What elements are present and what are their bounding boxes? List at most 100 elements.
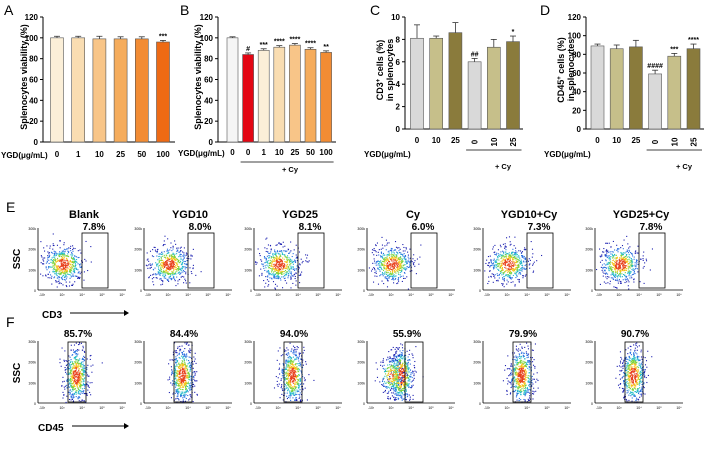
event-dot — [264, 265, 266, 267]
event-dots — [59, 342, 103, 403]
event-dot — [293, 378, 295, 380]
event-dot — [173, 255, 175, 257]
event-dot — [390, 247, 392, 250]
event-dot — [190, 378, 192, 380]
event-dot — [636, 263, 638, 265]
event-dot — [273, 265, 275, 267]
event-dot — [507, 271, 509, 273]
event-dot — [500, 262, 502, 264]
event-dot — [68, 261, 70, 263]
event-dot — [175, 362, 177, 364]
event-dot — [193, 378, 195, 380]
event-dot — [383, 263, 385, 265]
event-dot — [82, 375, 84, 377]
event-dot — [390, 268, 393, 271]
event-dot — [505, 267, 507, 269]
event-dot — [171, 272, 173, 274]
event-dot — [299, 378, 301, 380]
event-dot — [71, 363, 73, 366]
event-dot — [175, 352, 177, 354]
event-dot — [532, 270, 535, 272]
event-dot — [619, 266, 621, 268]
event-dot — [269, 245, 272, 247]
event-dot — [66, 380, 68, 382]
event-dot — [280, 355, 282, 357]
event-dot — [302, 388, 304, 390]
event-dot — [78, 378, 80, 380]
y-tick-label: 8 — [396, 35, 401, 44]
event-dot — [298, 397, 300, 399]
event-dot — [285, 261, 287, 263]
event-dot — [493, 251, 495, 254]
event-dot — [394, 257, 396, 259]
event-dot — [265, 261, 267, 264]
event-dot — [491, 273, 493, 275]
event-dot — [159, 274, 161, 276]
event-dot — [606, 249, 608, 251]
plot-y-tick-label: 300k — [134, 340, 142, 344]
event-dot — [607, 263, 609, 265]
event-dot — [286, 272, 288, 274]
x-tick-label: 10 — [612, 136, 621, 145]
event-dot — [281, 272, 283, 274]
event-dot — [520, 269, 522, 272]
event-dot — [193, 383, 195, 386]
event-dot — [176, 268, 179, 270]
plot-x-tick-label: -10³ — [596, 293, 603, 297]
event-dot — [276, 250, 279, 252]
event-dot — [159, 263, 161, 265]
event-dot — [171, 256, 173, 258]
event-dot — [266, 270, 268, 272]
event-dot — [184, 391, 186, 393]
event-dot — [176, 258, 178, 260]
event-dot — [510, 252, 512, 254]
event-dot — [163, 244, 165, 246]
event-dot — [290, 287, 292, 289]
event-dot — [265, 250, 267, 253]
event-dot — [42, 257, 44, 259]
event-dot — [287, 360, 290, 362]
event-dot — [268, 274, 270, 276]
significance-label: # — [246, 46, 250, 53]
event-dot — [517, 278, 519, 281]
event-dot — [628, 258, 630, 260]
x-tick-label: 25 — [509, 137, 518, 146]
event-dot — [498, 265, 500, 267]
x-tick-label: 50 — [137, 150, 146, 159]
event-dot — [518, 269, 520, 271]
event-dot — [173, 256, 175, 258]
event-dot — [69, 380, 71, 382]
event-dot — [178, 373, 180, 375]
event-dot — [272, 281, 275, 283]
event-dot — [180, 256, 182, 258]
event-dot — [617, 262, 619, 264]
event-dot — [615, 265, 617, 267]
x-tick-label: 25 — [116, 150, 125, 159]
event-dot — [295, 394, 297, 396]
event-dot — [291, 390, 293, 393]
event-dot — [70, 364, 72, 366]
event-dot — [295, 350, 297, 352]
event-dot — [174, 280, 176, 282]
event-dot — [69, 247, 71, 249]
event-dot — [293, 389, 296, 391]
event-dot — [84, 371, 86, 373]
event-dot — [508, 276, 510, 278]
event-dot — [403, 268, 405, 270]
event-dot — [286, 264, 288, 266]
event-dot — [620, 269, 622, 271]
event-dot — [409, 264, 411, 266]
plot-x-tick-label: 10⁶ — [564, 293, 570, 297]
event-dot — [169, 249, 171, 251]
event-dot — [621, 273, 623, 275]
event-dot — [274, 253, 277, 256]
event-dot — [177, 370, 179, 372]
event-dot — [71, 266, 73, 268]
event-dot — [382, 263, 384, 265]
event-dot — [166, 255, 168, 257]
event-dot — [612, 272, 614, 274]
event-dot — [62, 269, 64, 271]
event-dot — [388, 260, 390, 263]
event-dot — [51, 262, 53, 264]
event-dot — [499, 262, 501, 264]
